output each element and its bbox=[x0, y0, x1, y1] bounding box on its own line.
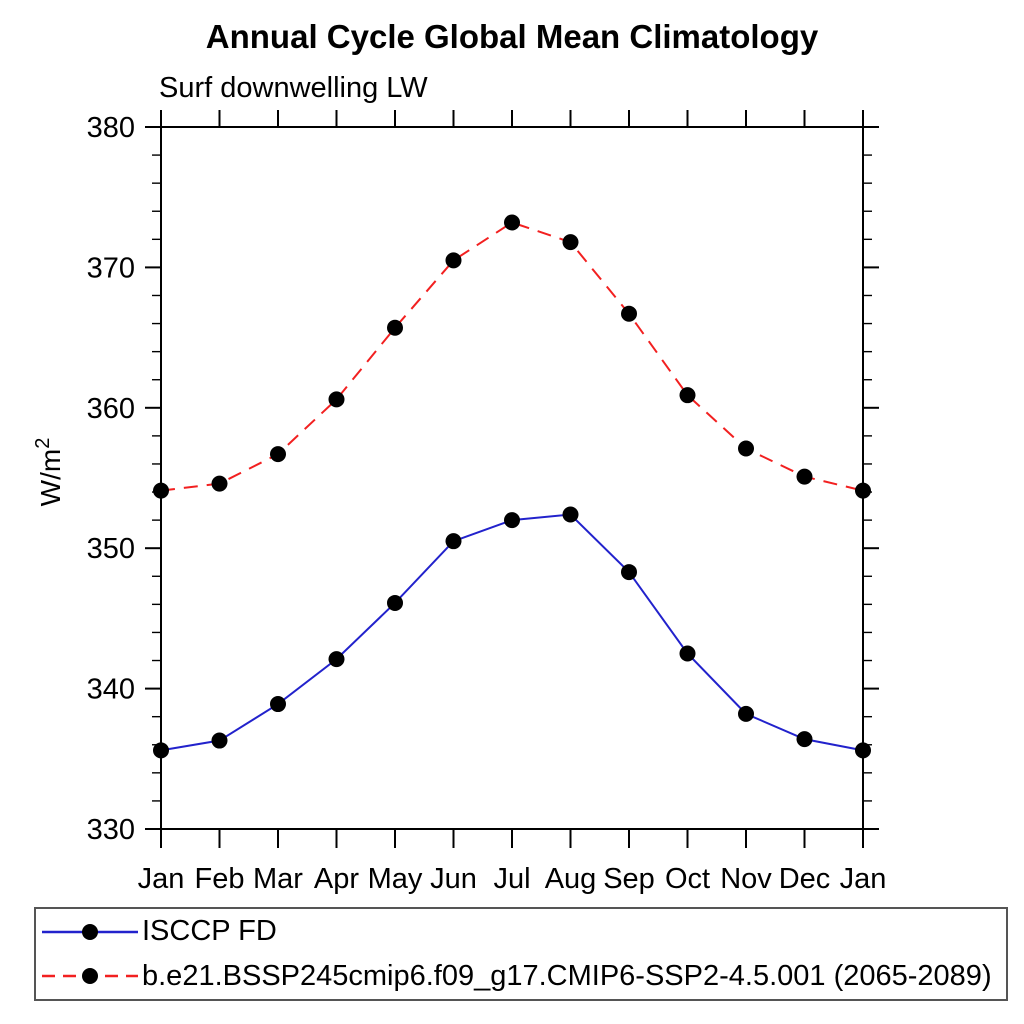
x-tick-label: Jan bbox=[840, 863, 887, 895]
x-tick-label: Apr bbox=[314, 863, 359, 895]
data-point-marker bbox=[445, 533, 462, 550]
data-point-marker bbox=[796, 468, 813, 485]
legend-marker-dot-icon bbox=[82, 968, 98, 985]
x-tick-label: Jul bbox=[493, 863, 530, 895]
y-tick-label: 330 bbox=[87, 814, 135, 846]
legend-sample-line-solid bbox=[42, 923, 138, 940]
x-tick-label: Nov bbox=[720, 863, 772, 895]
legend-sample-line-dashed bbox=[42, 968, 138, 985]
y-tick-label: 340 bbox=[87, 674, 135, 706]
y-tick-label: 360 bbox=[87, 393, 135, 425]
data-point-marker bbox=[445, 252, 462, 269]
data-point-marker bbox=[855, 482, 871, 499]
data-point-marker bbox=[796, 731, 813, 748]
chart-subtitle: Surf downwelling LW bbox=[159, 72, 428, 104]
data-point-marker bbox=[855, 742, 871, 759]
y-tick-label: 370 bbox=[87, 252, 135, 284]
data-point-marker bbox=[328, 651, 345, 668]
chart-title: Annual Cycle Global Mean Climatology bbox=[205, 18, 819, 55]
axis-frame bbox=[160, 126, 864, 830]
series-0 bbox=[153, 506, 871, 759]
data-point-marker bbox=[270, 446, 286, 463]
x-tick-label: Oct bbox=[665, 863, 710, 895]
data-point-marker bbox=[562, 506, 579, 523]
legend-item-isccp: ISCCP FD bbox=[40, 910, 1006, 954]
data-point-marker bbox=[738, 705, 754, 722]
data-point-marker bbox=[621, 305, 637, 322]
y-axis-label: W/m2 bbox=[32, 438, 66, 507]
data-point-marker bbox=[153, 482, 169, 499]
x-axis-ticks bbox=[160, 110, 864, 848]
data-point-marker bbox=[328, 391, 345, 408]
x-tick-label: Dec bbox=[779, 863, 831, 895]
data-point-marker bbox=[153, 742, 169, 759]
series-line bbox=[160, 513, 864, 752]
legend-label-model: b.e21.BSSP245cmip6.f09_g17.CMIP6-SSP2-4.… bbox=[142, 959, 992, 992]
data-point-marker bbox=[679, 387, 696, 404]
x-tick-label: Jun bbox=[430, 863, 477, 895]
legend-item-model: b.e21.BSSP245cmip6.f09_g17.CMIP6-SSP2-4.… bbox=[40, 954, 1006, 998]
data-point-marker bbox=[211, 732, 228, 749]
x-tick-label: Aug bbox=[545, 863, 597, 895]
data-point-marker bbox=[211, 475, 228, 492]
x-tick-label: Jan bbox=[138, 863, 185, 895]
data-point-marker bbox=[270, 696, 286, 713]
x-tick-label: Sep bbox=[603, 863, 655, 895]
x-tick-label: Feb bbox=[195, 863, 245, 895]
svg-text:W/m2: W/m2 bbox=[32, 438, 66, 507]
series-1 bbox=[153, 214, 871, 499]
x-tick-label: Mar bbox=[253, 863, 303, 895]
y-axis-tick-labels: 330 340 350 360 370 380 bbox=[87, 112, 135, 846]
data-point-marker bbox=[387, 319, 403, 336]
legend-marker-dot-icon bbox=[82, 923, 98, 940]
y-tick-label: 350 bbox=[87, 533, 135, 565]
x-axis-tick-labels: Jan Feb Mar Apr May Jun Jul Aug Sep Oct Nov Dec Jan bbox=[138, 863, 887, 895]
data-point-marker bbox=[504, 214, 520, 231]
data-point-marker bbox=[738, 440, 754, 457]
data-point-marker bbox=[621, 564, 637, 581]
data-point-marker bbox=[679, 645, 696, 662]
x-tick-label: May bbox=[368, 863, 423, 895]
legend: ISCCP FD b.e21.BSSP245cmip6.f09_g17.CMIP… bbox=[34, 907, 1008, 1001]
series-line bbox=[160, 221, 864, 492]
legend-label-isccp: ISCCP FD bbox=[142, 915, 277, 948]
data-point-marker bbox=[387, 594, 403, 611]
data-point-marker bbox=[562, 234, 579, 251]
data-point-marker bbox=[504, 512, 520, 529]
y-tick-label: 380 bbox=[87, 112, 135, 144]
